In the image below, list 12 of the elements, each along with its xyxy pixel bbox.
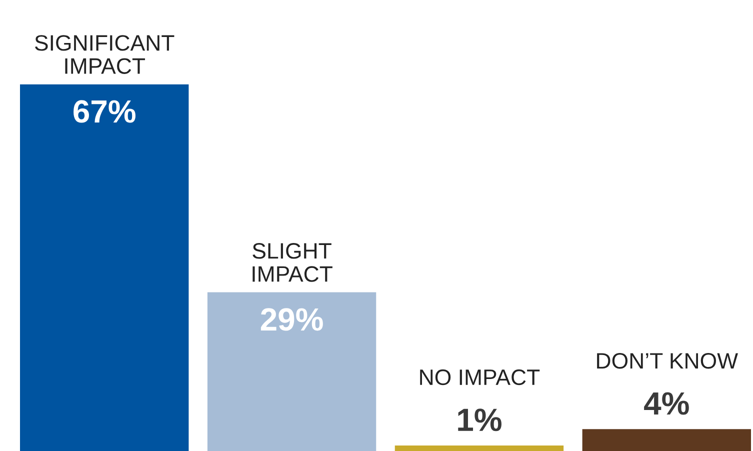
bar [207, 292, 376, 451]
x-tick-label: SLIGHT IMPACT [252, 243, 332, 282]
bar [582, 429, 751, 451]
data-label: 4% [644, 392, 689, 415]
x-tick-label: NO IMPACT [420, 369, 540, 386]
data-label: 29% [260, 308, 323, 331]
data-label: 67% [74, 100, 136, 123]
x-tick-label: SIGNIFICANT IMPACT [34, 35, 174, 74]
bar [20, 84, 189, 451]
data-label: 1% [458, 408, 502, 432]
x-tick-label: DON’T KNOW [597, 352, 738, 369]
bar [394, 446, 564, 451]
